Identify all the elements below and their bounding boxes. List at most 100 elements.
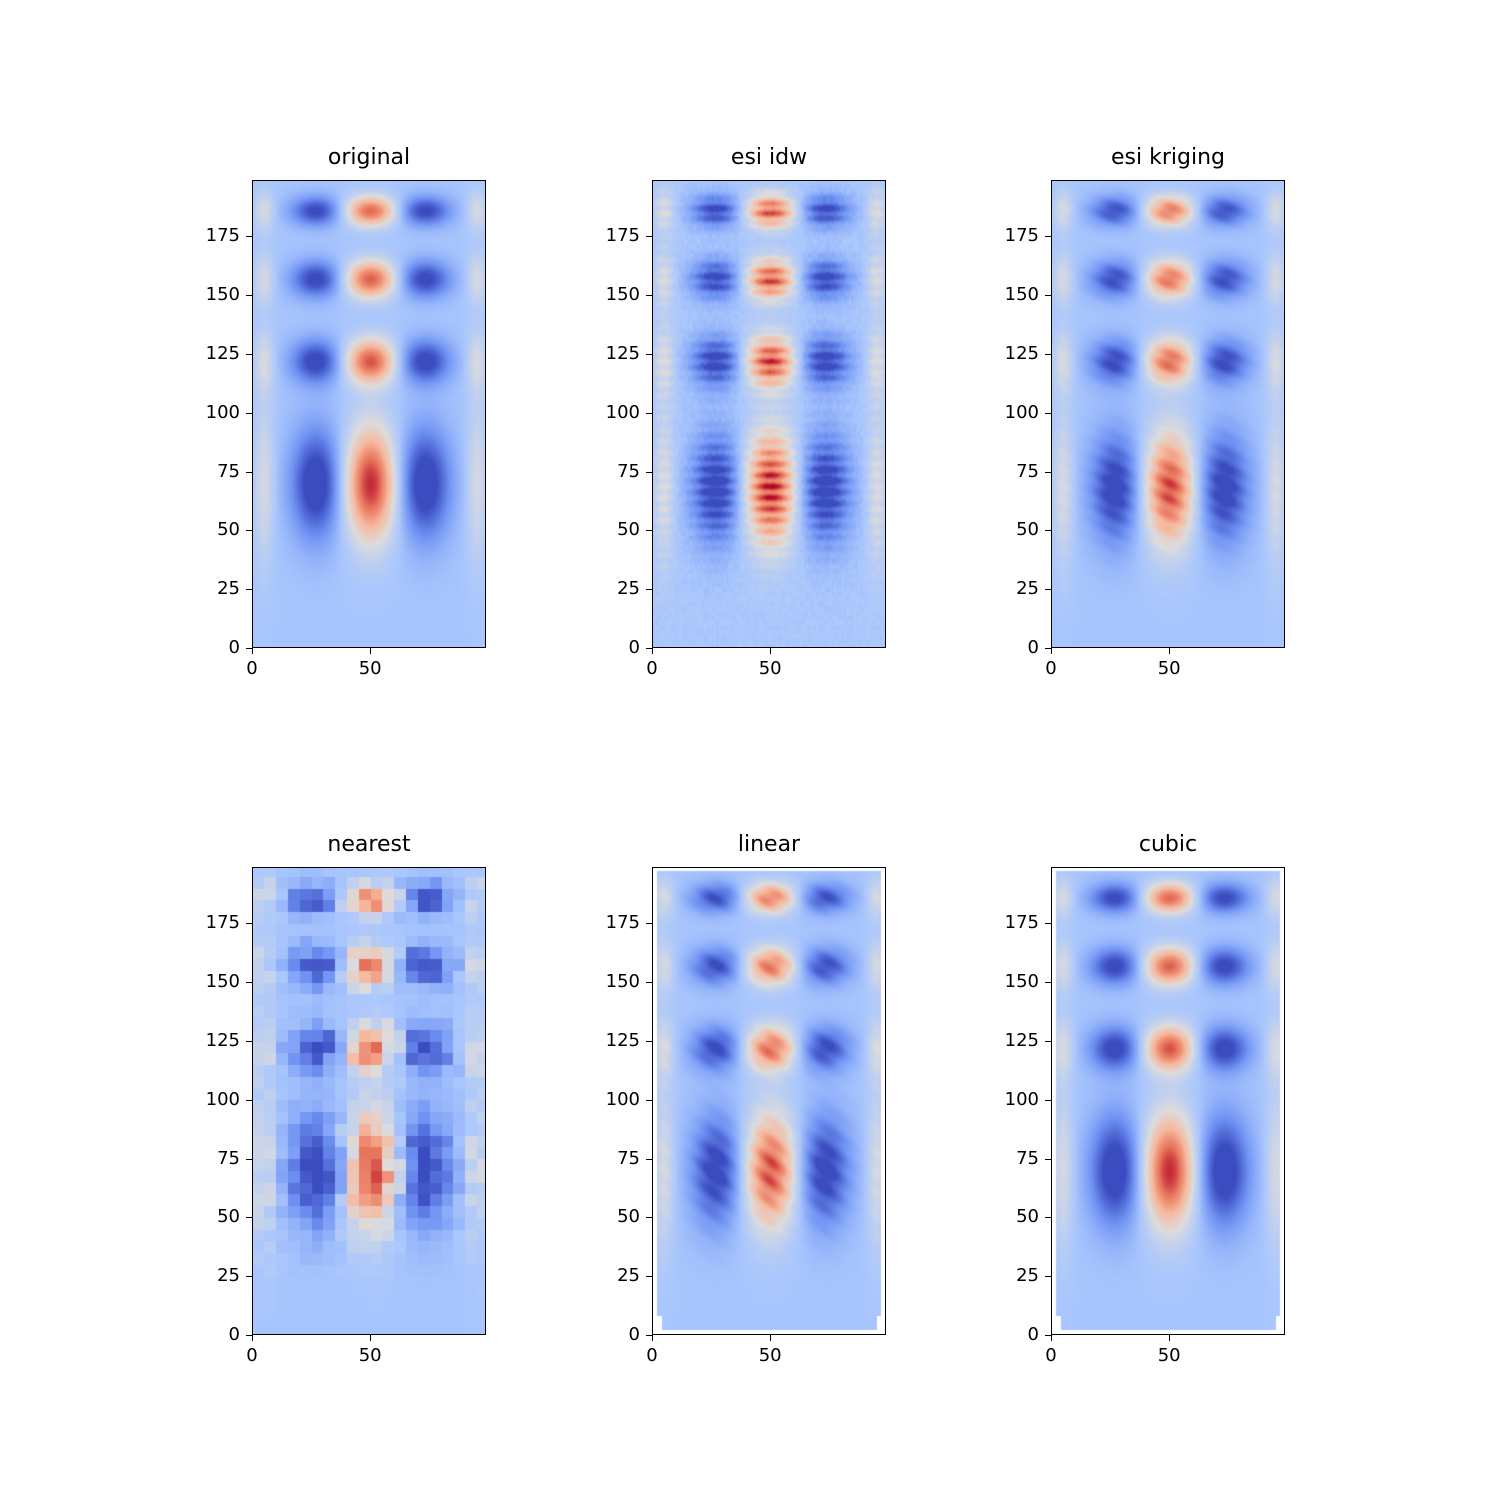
- y-tick-mark: [1045, 589, 1051, 591]
- y-tick-mark: [646, 412, 652, 414]
- y-tick-label: 75: [617, 1147, 640, 1169]
- y-tick-label: 25: [1016, 1265, 1039, 1287]
- y-tick-label: 100: [1004, 401, 1039, 423]
- y-tick-label: 175: [1004, 912, 1039, 934]
- x-tick-mark: [252, 648, 253, 654]
- y-tick-mark: [1045, 648, 1051, 649]
- y-tick-label: 150: [1004, 284, 1039, 306]
- x-tick-label: 50: [758, 1345, 782, 1366]
- heatmap-image: [1051, 867, 1285, 1335]
- y-tick-mark: [1045, 295, 1051, 297]
- y-tick-label: 125: [1004, 1030, 1039, 1052]
- x-tick-label: 0: [246, 658, 258, 679]
- axes-frame: [252, 867, 486, 1335]
- y-tick-label: 175: [205, 225, 240, 247]
- y-tick-label: 100: [605, 1088, 640, 1110]
- y-tick-mark: [1045, 1335, 1051, 1336]
- y-tick-mark: [646, 589, 652, 591]
- y-tick-mark: [1045, 1041, 1051, 1043]
- x-tick-mark: [1169, 1335, 1171, 1341]
- y-tick-mark: [246, 530, 252, 532]
- panel-title: original: [327, 145, 411, 170]
- y-tick-mark: [646, 1099, 652, 1101]
- y-tick-label: 175: [605, 225, 640, 247]
- y-tick-mark: [646, 530, 652, 532]
- panel-title: esi idw: [730, 145, 808, 170]
- y-tick-label: 50: [1016, 519, 1039, 541]
- y-tick-label: 100: [205, 401, 240, 423]
- y-tick-mark: [246, 648, 252, 649]
- y-tick-mark: [1045, 923, 1051, 925]
- y-tick-mark: [646, 982, 652, 984]
- y-tick-label: 0: [628, 1324, 640, 1345]
- y-tick-label: 125: [605, 1030, 640, 1052]
- x-tick-label: 50: [358, 1345, 382, 1366]
- y-tick-mark: [246, 1276, 252, 1278]
- x-tick-mark: [770, 648, 772, 654]
- y-tick-mark: [646, 236, 652, 238]
- heatmap-image: [252, 180, 486, 648]
- y-tick-mark: [646, 471, 652, 473]
- heatmap-image: [252, 867, 486, 1335]
- y-tick-label: 125: [605, 343, 640, 365]
- y-tick-label: 75: [217, 1147, 240, 1169]
- y-tick-label: 125: [205, 1030, 240, 1052]
- y-tick-label: 0: [228, 637, 240, 658]
- y-tick-label: 150: [1004, 971, 1039, 993]
- y-tick-mark: [646, 1158, 652, 1160]
- y-tick-mark: [1045, 471, 1051, 473]
- panel-original: original 0 25 50 75 100 125 150 175 0 50: [206, 145, 486, 678]
- x-tick-label: 0: [646, 658, 658, 679]
- x-tick-label: 0: [1045, 658, 1057, 679]
- axes-frame: [1051, 180, 1285, 648]
- y-tick-label: 150: [205, 971, 240, 993]
- axes-frame: [652, 867, 886, 1335]
- y-tick-label: 50: [217, 519, 240, 541]
- panel-title: linear: [737, 832, 801, 857]
- y-tick-label: 75: [1016, 460, 1039, 482]
- y-tick-label: 0: [228, 1324, 240, 1345]
- y-tick-mark: [246, 982, 252, 984]
- x-tick-mark: [770, 1335, 772, 1341]
- y-tick-label: 50: [217, 1206, 240, 1228]
- y-tick-mark: [246, 1158, 252, 1160]
- y-tick-label: 100: [605, 401, 640, 423]
- y-tick-label: 175: [1004, 225, 1039, 247]
- panel-title: nearest: [327, 832, 411, 857]
- x-tick-label: 50: [758, 658, 782, 679]
- y-tick-mark: [1045, 354, 1051, 356]
- y-tick-mark: [246, 412, 252, 414]
- y-tick-mark: [246, 1099, 252, 1101]
- y-tick-mark: [246, 1335, 252, 1336]
- y-tick-label: 25: [617, 578, 640, 600]
- y-tick-label: 50: [617, 1206, 640, 1228]
- y-tick-mark: [1045, 1276, 1051, 1278]
- heatmap-image: [652, 867, 886, 1335]
- y-tick-label: 150: [605, 284, 640, 306]
- panel-nearest: nearest 0 25 50 75 100 125 150 175 0 50: [206, 832, 486, 1365]
- y-tick-label: 25: [617, 1265, 640, 1287]
- y-tick-label: 100: [205, 1088, 240, 1110]
- y-tick-mark: [1045, 236, 1051, 238]
- y-tick-mark: [246, 589, 252, 591]
- y-tick-label: 100: [1004, 1088, 1039, 1110]
- y-tick-mark: [246, 295, 252, 297]
- y-tick-label: 50: [1016, 1206, 1039, 1228]
- y-tick-mark: [246, 1217, 252, 1219]
- panel-title: cubic: [1138, 832, 1198, 857]
- y-tick-mark: [646, 295, 652, 297]
- y-tick-mark: [1045, 530, 1051, 532]
- x-tick-label: 50: [358, 658, 382, 679]
- x-tick-label: 0: [1045, 1345, 1057, 1366]
- panel-cubic: cubic 0 25 50 75 100 125 150 175 0 50: [1005, 832, 1285, 1365]
- y-tick-label: 25: [217, 578, 240, 600]
- x-tick-mark: [1051, 648, 1052, 654]
- y-tick-label: 25: [217, 1265, 240, 1287]
- x-tick-mark: [370, 1335, 372, 1341]
- y-tick-mark: [246, 354, 252, 356]
- y-tick-label: 0: [1027, 637, 1039, 658]
- y-tick-label: 75: [1016, 1147, 1039, 1169]
- y-tick-mark: [246, 236, 252, 238]
- y-tick-label: 150: [605, 971, 640, 993]
